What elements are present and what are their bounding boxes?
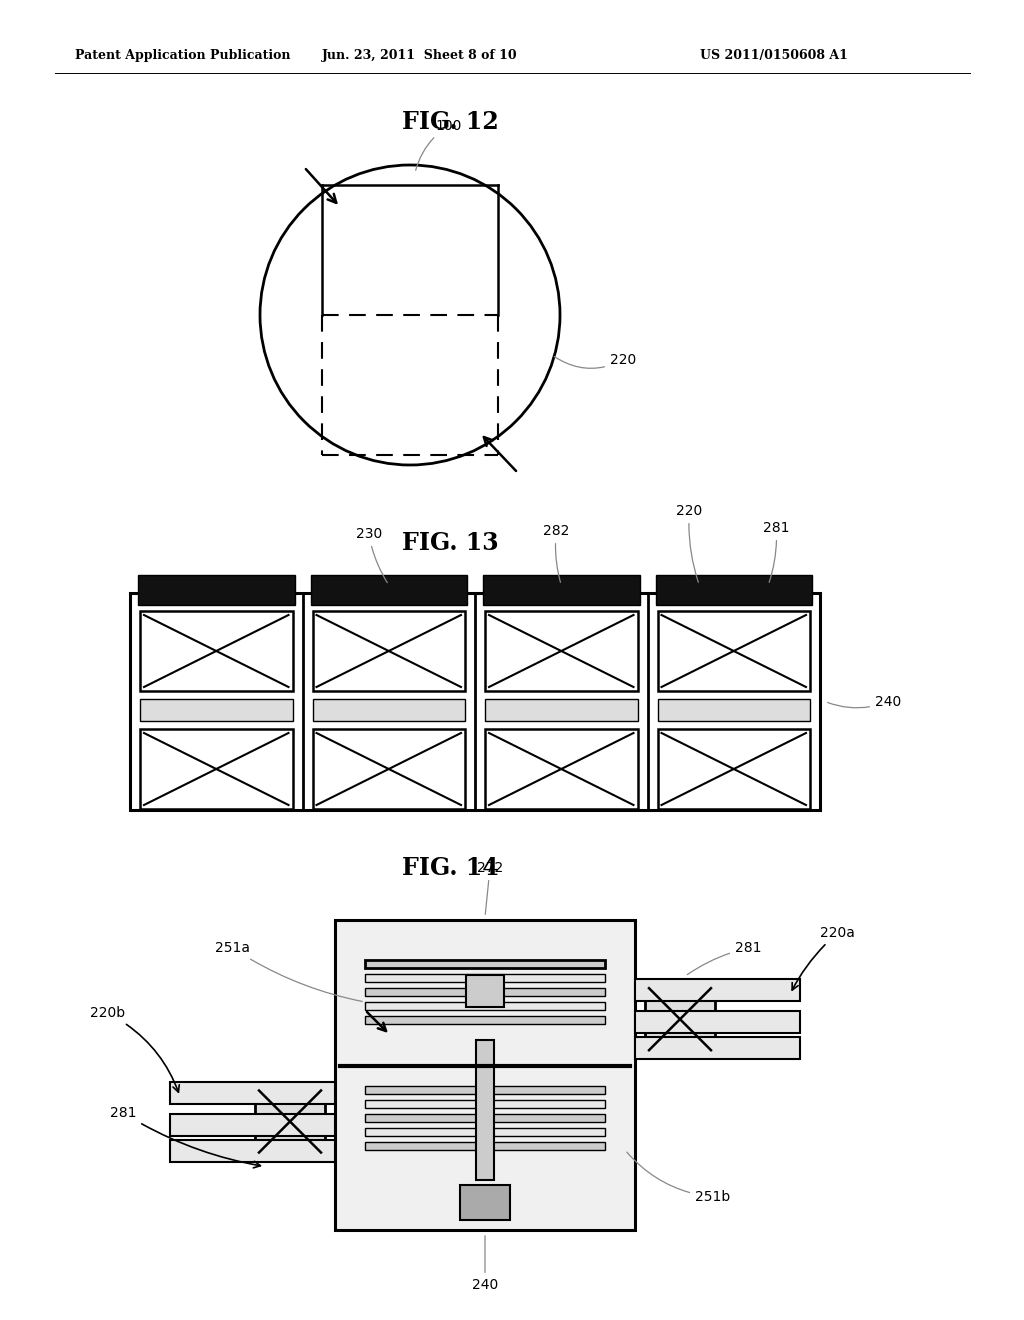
Bar xyxy=(140,700,293,721)
Text: US 2011/0150608 A1: US 2011/0150608 A1 xyxy=(700,49,848,62)
Text: 220: 220 xyxy=(554,352,636,368)
Text: Patent Application Publication: Patent Application Publication xyxy=(75,49,291,62)
Bar xyxy=(365,1016,605,1024)
Bar xyxy=(657,700,810,721)
Bar xyxy=(485,611,638,690)
Bar xyxy=(310,576,467,605)
Bar xyxy=(365,1142,605,1150)
Bar xyxy=(365,1114,605,1122)
Text: 281: 281 xyxy=(110,1106,260,1168)
Bar xyxy=(365,1085,605,1094)
Bar xyxy=(476,1040,494,1180)
Bar xyxy=(312,729,465,809)
Text: 251a: 251a xyxy=(215,941,362,1002)
Bar xyxy=(170,1139,335,1162)
Bar xyxy=(140,729,293,809)
Bar xyxy=(460,1185,510,1220)
Bar xyxy=(483,576,640,605)
Bar xyxy=(635,1038,800,1059)
Text: 240: 240 xyxy=(472,1236,498,1292)
Text: 272: 272 xyxy=(477,861,503,915)
Text: FIG. 14: FIG. 14 xyxy=(401,855,499,880)
Text: 240: 240 xyxy=(827,694,901,709)
Bar xyxy=(140,611,293,690)
Bar xyxy=(657,611,810,690)
Bar xyxy=(170,1114,335,1135)
Bar xyxy=(365,1127,605,1135)
Text: 100: 100 xyxy=(416,119,462,170)
Bar xyxy=(645,985,715,1055)
Bar xyxy=(466,975,504,1007)
Bar xyxy=(312,611,465,690)
Bar xyxy=(365,974,605,982)
Bar xyxy=(657,729,810,809)
Bar xyxy=(485,729,638,809)
Bar xyxy=(335,920,635,1230)
Text: 230: 230 xyxy=(355,527,387,582)
Text: 281: 281 xyxy=(687,941,762,974)
Bar xyxy=(170,1081,335,1104)
Bar xyxy=(138,576,295,605)
Text: FIG. 12: FIG. 12 xyxy=(401,110,499,135)
Bar xyxy=(635,979,800,1001)
Bar xyxy=(365,1002,605,1010)
Bar xyxy=(312,700,465,721)
Text: 220b: 220b xyxy=(90,1006,179,1092)
Bar xyxy=(655,576,812,605)
Bar xyxy=(635,1011,800,1034)
Bar xyxy=(485,700,638,721)
Text: Jun. 23, 2011  Sheet 8 of 10: Jun. 23, 2011 Sheet 8 of 10 xyxy=(323,49,518,62)
Bar xyxy=(255,1086,325,1156)
Bar xyxy=(130,593,820,810)
Text: FIG. 13: FIG. 13 xyxy=(401,531,499,554)
Text: 220: 220 xyxy=(676,504,702,582)
Text: 281: 281 xyxy=(763,521,790,582)
Text: 282: 282 xyxy=(543,524,569,582)
Text: 251b: 251b xyxy=(627,1152,730,1204)
Text: 220a: 220a xyxy=(793,927,855,990)
Bar xyxy=(365,987,605,997)
Bar xyxy=(365,960,605,968)
Bar xyxy=(365,1100,605,1107)
